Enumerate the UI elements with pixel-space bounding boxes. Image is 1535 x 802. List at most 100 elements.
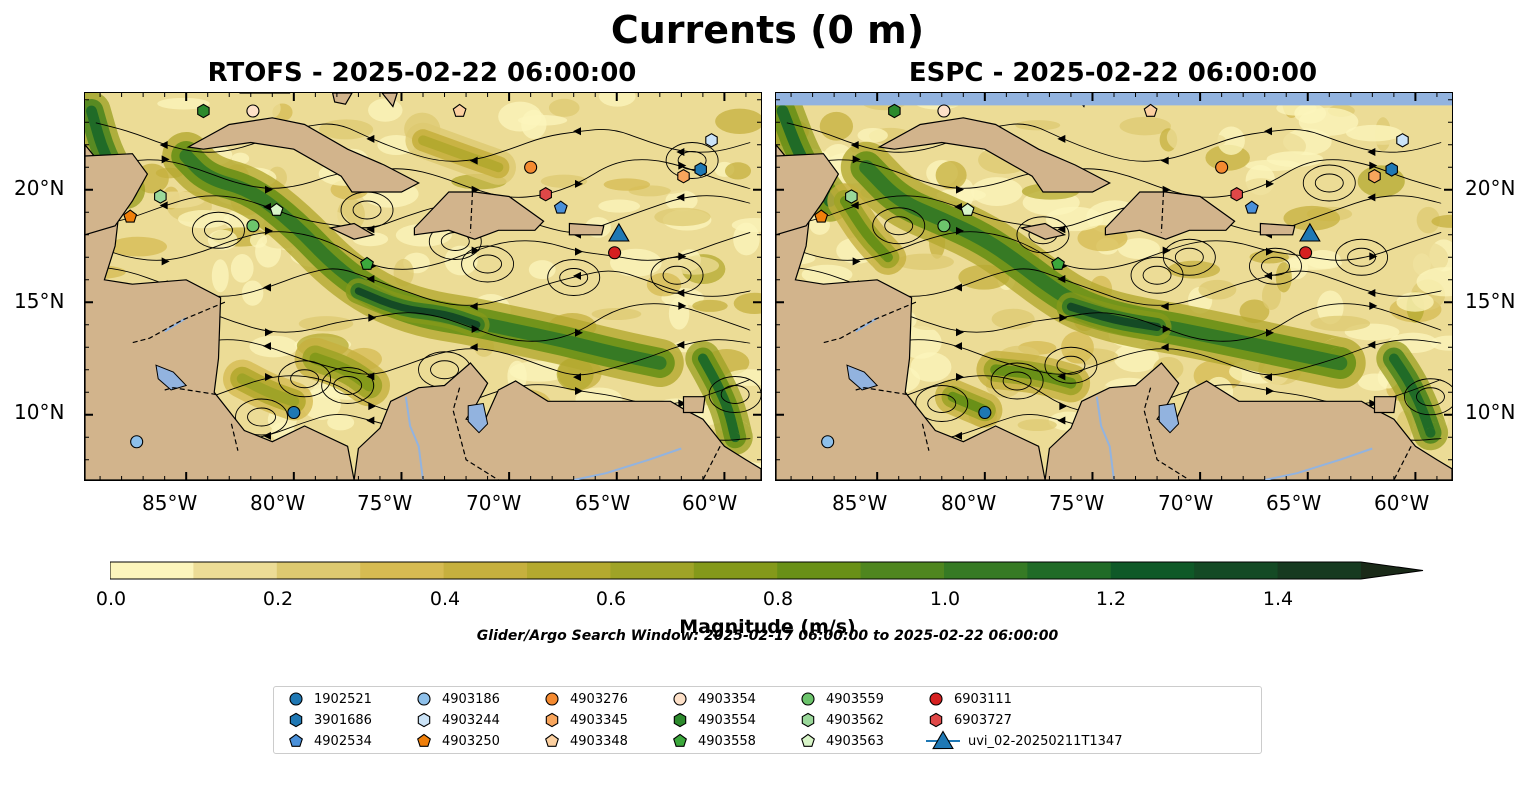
legend-label: 4902534 [314, 733, 372, 749]
eddy-streamline [1314, 173, 1344, 193]
lon-tick-label: 85°W [142, 491, 198, 515]
current-speed-patch [298, 316, 354, 332]
eddy-streamline [708, 376, 761, 413]
lon-tick-label: 60°W [682, 491, 738, 515]
current-speed-patch [1266, 151, 1324, 167]
lake [467, 402, 489, 434]
legend-item: 4903562 [798, 710, 884, 730]
current-speed-patch [1286, 256, 1343, 270]
platform-marker-4903345 [677, 168, 690, 184]
platform-marker-uvi_02-20250211T1347 [1299, 222, 1321, 242]
streamline-arrow [1160, 343, 1169, 352]
land-bahamas1 [331, 93, 353, 105]
current-speed-patch [109, 236, 167, 257]
current-speed-patch [1239, 299, 1270, 324]
current-speed-patch [654, 207, 711, 227]
platform-marker-6903111 [608, 246, 622, 260]
land-yucatan [776, 153, 840, 236]
streamline-arrow [678, 252, 687, 261]
rtofs-map[interactable] [84, 92, 762, 481]
streamline-arrow [955, 226, 964, 235]
platform-marker-6903727 [1230, 186, 1243, 202]
eddy-streamline [547, 259, 601, 296]
eddy-streamline [1416, 387, 1445, 407]
river [573, 447, 682, 480]
streamline-arrow [1160, 302, 1169, 311]
legend-label: 6903727 [954, 712, 1012, 728]
streamline-arrow [264, 372, 273, 381]
country-border [1143, 387, 1190, 480]
lat-tick-label: 20°N [1465, 176, 1516, 200]
current-speed-patch [1167, 260, 1221, 279]
colorbar-segment [276, 562, 361, 579]
platform-marker-6903727 [539, 186, 552, 202]
legend-marker-circle [801, 692, 815, 706]
land-bahamas2 [381, 93, 398, 108]
platform-marker-4903559 [937, 219, 951, 233]
current-speed-patch [715, 108, 761, 134]
current-jet-core [236, 373, 300, 407]
legend-hexagon-marker [673, 712, 687, 728]
streamline-arrow [368, 402, 377, 411]
legend-marker-hexagon [929, 712, 943, 728]
current-speed-patch [1416, 267, 1452, 297]
legend-pentagon-marker [673, 733, 687, 747]
legend-marker-circle [929, 692, 943, 706]
legend-circle-marker [929, 692, 943, 706]
legend-label: 4903562 [826, 712, 884, 728]
legend-item: 1902521 [286, 689, 372, 709]
streamline-arrow [953, 342, 962, 351]
current-speed-patch [1396, 292, 1434, 312]
eddy-streamline [650, 256, 704, 294]
streamline-arrow [1369, 399, 1378, 408]
platform-marker-4903354 [937, 104, 951, 118]
streamline-arrow [264, 185, 273, 194]
current-speed-patch [1015, 120, 1061, 131]
river [404, 396, 424, 480]
streamline-arrow [262, 283, 271, 292]
lat-tick-label: 15°N [1465, 289, 1516, 313]
streamline-arrow [676, 340, 685, 349]
streamline-arrow [678, 399, 687, 408]
country-border [164, 387, 217, 396]
legend-marker-circle [545, 692, 559, 706]
current-jet-core [990, 364, 1077, 389]
streamline [95, 231, 751, 270]
legend-label: 4903250 [442, 733, 500, 749]
current-speed-patch [211, 259, 229, 293]
espc-map[interactable] [775, 92, 1453, 481]
legend-label: 4903244 [442, 712, 500, 728]
colorbar-segment [860, 562, 945, 579]
legend-marker-circle [289, 692, 303, 706]
eddy-streamline [1130, 256, 1184, 294]
streamline [95, 159, 751, 198]
land-jamaica [328, 222, 376, 240]
current-speed-patch [368, 98, 403, 122]
legend-circle-marker [801, 692, 815, 706]
platform-marker-4903348 [452, 103, 467, 117]
current-speed-patch [249, 335, 298, 358]
current-speed-patch [256, 97, 281, 119]
streamline [786, 195, 1442, 233]
streamline-arrow [161, 257, 170, 266]
platform-marker-4903558 [1051, 256, 1065, 270]
search-window-caption: Glider/Argo Search Window: 2025-02-17 06… [476, 628, 1059, 644]
current-speed-patch [935, 161, 967, 190]
streamline [95, 122, 751, 162]
platform-marker-4903562 [154, 189, 167, 204]
streamline-arrow [852, 257, 861, 266]
streamline-arrow [264, 226, 273, 235]
current-speed-patch [1217, 126, 1245, 155]
eddy-streamline [192, 211, 245, 249]
streamline-arrow [264, 328, 273, 337]
legend-item: 4903276 [542, 689, 628, 709]
current-speed-patch [910, 352, 952, 382]
streamline-arrow [1369, 161, 1378, 170]
eddy-streamline [1162, 238, 1216, 276]
legend-label: 4903354 [698, 691, 756, 707]
streamline-arrow [1367, 289, 1376, 298]
land-puertorico [1259, 222, 1296, 236]
colorbar-segment [1110, 562, 1195, 579]
rtofs-map-svg [85, 93, 761, 480]
current-jet-core [309, 352, 376, 392]
